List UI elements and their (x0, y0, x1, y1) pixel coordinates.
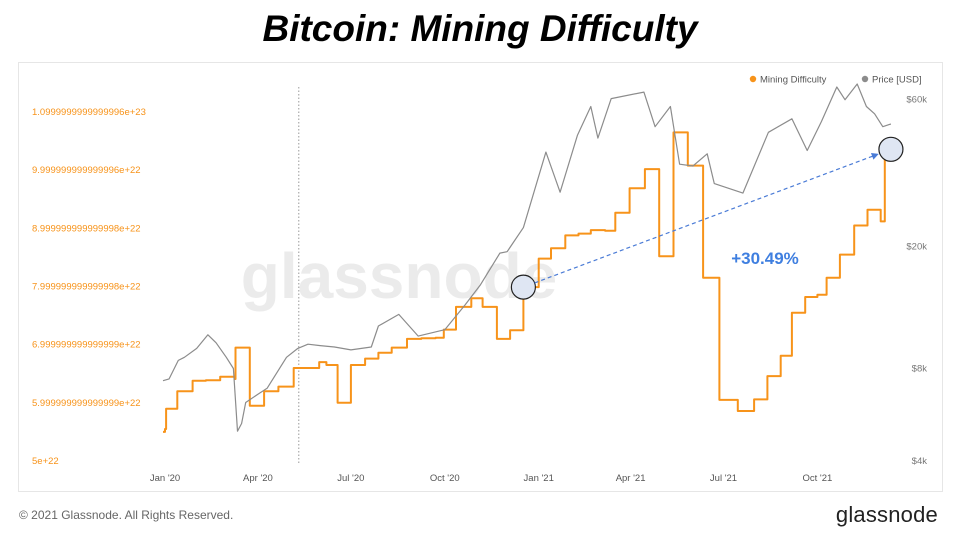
watermark-text: glassnode (241, 240, 558, 312)
annotation-arrow-head (870, 153, 879, 160)
annotation-label: +30.49% (731, 249, 799, 268)
annotation-start-circle (510, 274, 536, 300)
y-left-tick-label: 7.999999999999998e+22 (32, 282, 141, 293)
price-series-line (162, 83, 892, 432)
x-tick-label: Oct '21 (803, 473, 833, 484)
y-right-tick-label: $60k (906, 95, 927, 106)
y-left-tick-label: 1.0999999999999996e+23 (32, 107, 146, 118)
x-tick-label: Jan '20 (150, 473, 180, 484)
x-tick-label: Apr '20 (243, 473, 273, 484)
y-left-tick-label: 8.999999999999998e+22 (32, 223, 141, 234)
y-left-tick-label: 9.999999999999996e+22 (32, 165, 141, 176)
chart-frame: glassnode 5e+22 5.999999999999999e+22 6.999… (18, 62, 943, 492)
legend-swatch-difficulty (749, 75, 757, 83)
x-tick-label: Jul '20 (337, 473, 364, 484)
difficulty-series-line (163, 131, 892, 433)
mining-difficulty-chart: glassnode 5e+22 5.999999999999999e+22 6.999… (32, 75, 928, 485)
page-title: Bitcoin: Mining Difficulty (262, 8, 698, 49)
y-right-tick-label: $4k (912, 456, 928, 467)
x-tick-label: Jul '21 (710, 473, 737, 484)
y-left-tick-label: 6.999999999999999e+22 (32, 340, 141, 351)
legend-swatch-price (861, 75, 869, 83)
annotation-end-circle (878, 136, 904, 162)
brand-logo: glassnode (835, 502, 938, 527)
legend-label-difficulty: Mining Difficulty (760, 75, 827, 86)
x-tick-label: Jan '21 (524, 473, 554, 484)
y-right-tick-label: $8k (912, 364, 928, 375)
y-right-tick-label: $20k (906, 241, 927, 252)
x-tick-label: Apr '21 (616, 473, 646, 484)
copyright-text: © 2021 Glassnode. All Rights Reserved. (19, 508, 234, 522)
legend-label-price: Price [USD] (872, 75, 922, 86)
y-left-tick-label: 5.999999999999999e+22 (32, 398, 141, 409)
x-tick-label: Oct '20 (430, 473, 460, 484)
y-left-tick-label: 5e+22 (32, 456, 59, 467)
annotation-arrow-line (534, 155, 874, 284)
